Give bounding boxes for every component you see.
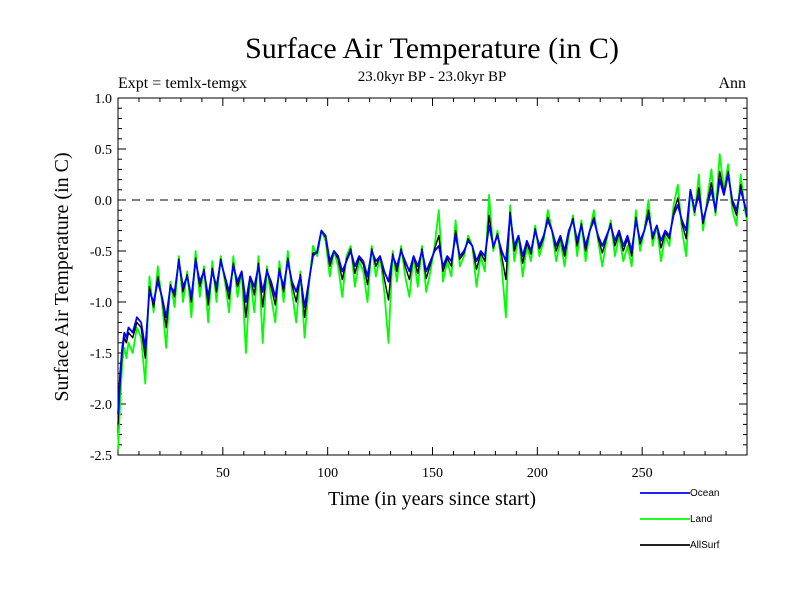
y-tick-label: -0.5 (90, 245, 112, 260)
series-line-ocean (117, 173, 748, 415)
y-tick-label: -2.5 (90, 449, 112, 464)
y-tick-label: -1.0 (90, 296, 112, 311)
legend-label-allsurf: AllSurf (690, 540, 720, 551)
x-tick-label: 250 (632, 466, 653, 481)
series-line-land (117, 153, 748, 450)
axis-ticks: 50 100 150 200 250 -2.5 -2.0 -1.5 -1.0 -0.5 0.0 0.5… (90, 92, 747, 481)
y-tick-label: 0.5 (95, 143, 113, 158)
season-label: Ann (718, 75, 746, 92)
x-tick-label: 50 (216, 466, 230, 481)
chart-title: Surface Air Temperature (in C) (245, 32, 619, 65)
x-axis-label: Time (in years since start) (328, 488, 536, 510)
legend-label-ocean: Ocean (690, 488, 719, 499)
chart-subtitle: 23.0kyr BP - 23.0kyr BP (358, 69, 507, 85)
legend-label-land: Land (690, 514, 712, 525)
y-axis-label: Surface Air Temperature (in C) (51, 152, 73, 401)
y-tick-label: 0.0 (95, 194, 113, 209)
y-tick-label: -1.5 (90, 347, 112, 362)
y-tick-label: -2.0 (90, 398, 112, 413)
x-tick-label: 200 (527, 466, 548, 481)
series-line-allsurf (117, 170, 748, 425)
y-tick-label: 1.0 (95, 92, 113, 107)
data-series (117, 153, 748, 450)
experiment-label: Expt = temlx-temgx (118, 75, 247, 92)
legend: Ocean Land AllSurf (640, 488, 720, 551)
x-tick-label: 150 (422, 466, 443, 481)
x-tick-label: 100 (317, 466, 338, 481)
